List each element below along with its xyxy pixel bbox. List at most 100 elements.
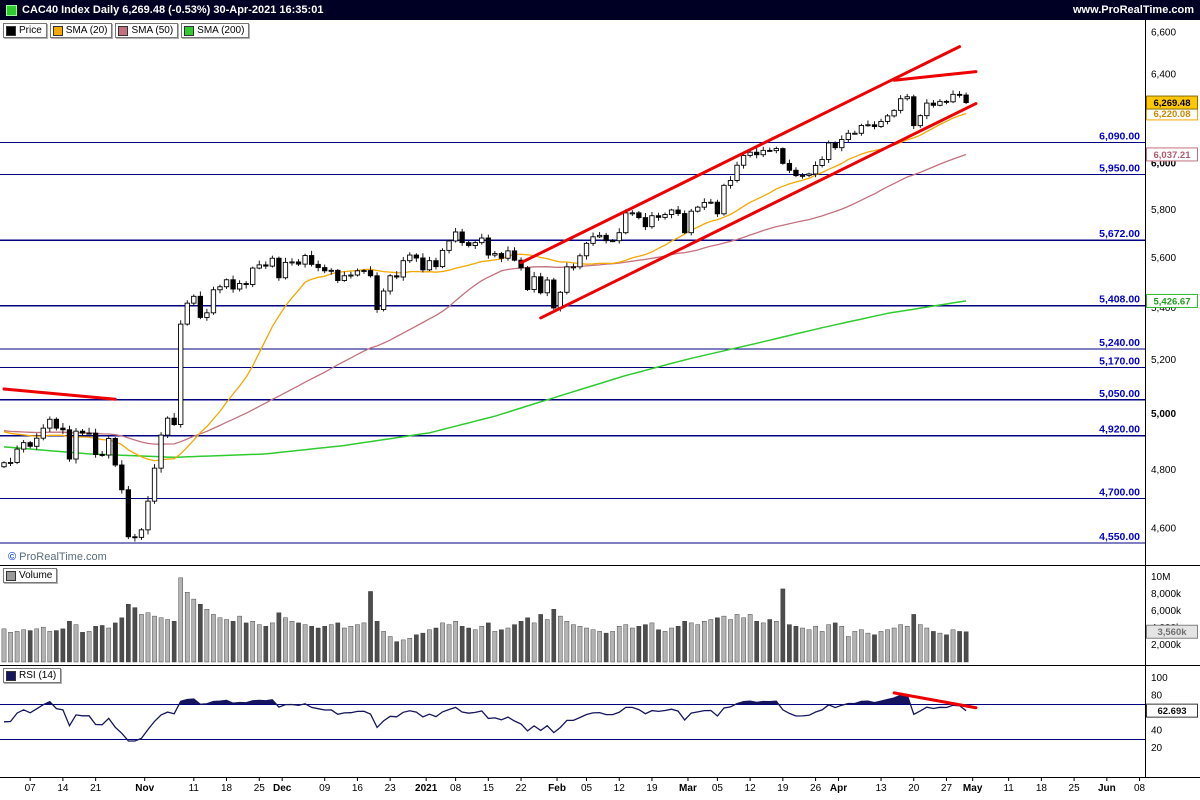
candle[interactable]: [871, 124, 878, 127]
candle[interactable]: [760, 149, 766, 156]
volume-bar[interactable]: [819, 631, 825, 663]
candle[interactable]: [583, 242, 590, 257]
volume-bar[interactable]: [237, 615, 242, 663]
volume-bar[interactable]: [688, 622, 694, 663]
candle[interactable]: [845, 132, 851, 140]
volume-bar[interactable]: [93, 626, 98, 663]
volume-bar[interactable]: [747, 614, 753, 663]
volume-bar[interactable]: [381, 631, 386, 663]
volume-bar[interactable]: [355, 624, 360, 663]
candle[interactable]: [551, 279, 557, 309]
volume-bar[interactable]: [126, 604, 131, 663]
candle[interactable]: [911, 96, 917, 127]
volume-bar[interactable]: [472, 629, 478, 663]
volume-bar[interactable]: [878, 631, 884, 663]
candle[interactable]: [112, 437, 118, 466]
legend-rsi[interactable]: RSI (14): [3, 668, 62, 683]
candle[interactable]: [335, 269, 341, 281]
candle[interactable]: [904, 96, 910, 100]
volume-bar[interactable]: [466, 627, 471, 663]
candle[interactable]: [276, 257, 282, 279]
rsi-line[interactable]: [3, 694, 967, 742]
volume-bar[interactable]: [872, 634, 877, 663]
candle[interactable]: [688, 210, 694, 234]
volume-bar[interactable]: [184, 592, 190, 663]
volume-bar[interactable]: [924, 627, 930, 663]
candle[interactable]: [302, 255, 308, 265]
candle[interactable]: [250, 267, 256, 285]
candle[interactable]: [852, 132, 858, 135]
volume-bar[interactable]: [433, 627, 439, 663]
volume-bar[interactable]: [217, 617, 223, 663]
candle[interactable]: [963, 94, 969, 104]
volume-bar[interactable]: [656, 629, 661, 663]
volume-bar[interactable]: [846, 636, 851, 663]
candle[interactable]: [439, 249, 446, 268]
volume-bar[interactable]: [99, 625, 105, 663]
volume-bar[interactable]: [715, 617, 720, 663]
volume-bar[interactable]: [728, 619, 733, 663]
candle[interactable]: [780, 148, 786, 164]
volume-bar[interactable]: [525, 617, 530, 663]
candle[interactable]: [132, 536, 138, 539]
volume-bar[interactable]: [499, 629, 504, 663]
volume-bar[interactable]: [21, 629, 26, 663]
candle[interactable]: [603, 234, 609, 242]
candle[interactable]: [119, 464, 125, 491]
volume-bar[interactable]: [211, 614, 216, 663]
volume-bar[interactable]: [479, 626, 485, 663]
candle[interactable]: [256, 264, 262, 269]
volume-bar[interactable]: [486, 622, 491, 663]
candle[interactable]: [917, 115, 923, 127]
candle[interactable]: [420, 257, 426, 271]
candle[interactable]: [839, 139, 845, 149]
volume-bar[interactable]: [577, 626, 583, 663]
volume-bar[interactable]: [250, 621, 256, 663]
volume-bar[interactable]: [636, 626, 642, 663]
candle[interactable]: [754, 151, 760, 156]
volume-bar[interactable]: [263, 626, 269, 663]
candle[interactable]: [106, 437, 112, 456]
candle[interactable]: [524, 267, 531, 290]
volume-bar[interactable]: [800, 627, 805, 663]
candle[interactable]: [767, 149, 773, 152]
candle[interactable]: [891, 109, 897, 117]
volume-bar[interactable]: [695, 624, 701, 663]
volume-bar[interactable]: [224, 619, 229, 663]
candle[interactable]: [295, 261, 302, 265]
candle[interactable]: [596, 234, 603, 238]
volume-bar[interactable]: [623, 624, 629, 663]
candle[interactable]: [184, 302, 190, 325]
volume-bar[interactable]: [531, 622, 537, 663]
candle[interactable]: [230, 279, 236, 290]
volume-bar[interactable]: [270, 622, 275, 663]
volume-bar[interactable]: [54, 630, 59, 663]
candle[interactable]: [138, 529, 145, 538]
volume-bar[interactable]: [400, 639, 406, 663]
candle[interactable]: [858, 124, 865, 134]
volume-bar[interactable]: [106, 627, 112, 663]
volume-bar[interactable]: [538, 614, 543, 663]
candle[interactable]: [446, 240, 452, 251]
volume-bar[interactable]: [256, 624, 262, 663]
candle[interactable]: [125, 489, 132, 538]
volume-bar[interactable]: [852, 631, 858, 663]
volume-bar[interactable]: [682, 621, 687, 663]
candle[interactable]: [204, 312, 210, 318]
rsi-trendline[interactable]: [892, 691, 978, 710]
volume-bar[interactable]: [813, 626, 818, 663]
volume-bar[interactable]: [47, 631, 53, 663]
candle[interactable]: [413, 254, 419, 259]
candle[interactable]: [348, 274, 354, 277]
volume-bar[interactable]: [957, 631, 962, 663]
candle[interactable]: [99, 454, 105, 456]
volume-bar[interactable]: [584, 627, 589, 663]
candle[interactable]: [819, 159, 825, 166]
volume-bar[interactable]: [191, 598, 197, 663]
volume-bar[interactable]: [702, 621, 707, 663]
candle[interactable]: [727, 180, 734, 186]
candle[interactable]: [20, 442, 27, 450]
volume-bar[interactable]: [171, 621, 177, 663]
volume-bar[interactable]: [734, 614, 740, 663]
candle[interactable]: [832, 142, 838, 149]
